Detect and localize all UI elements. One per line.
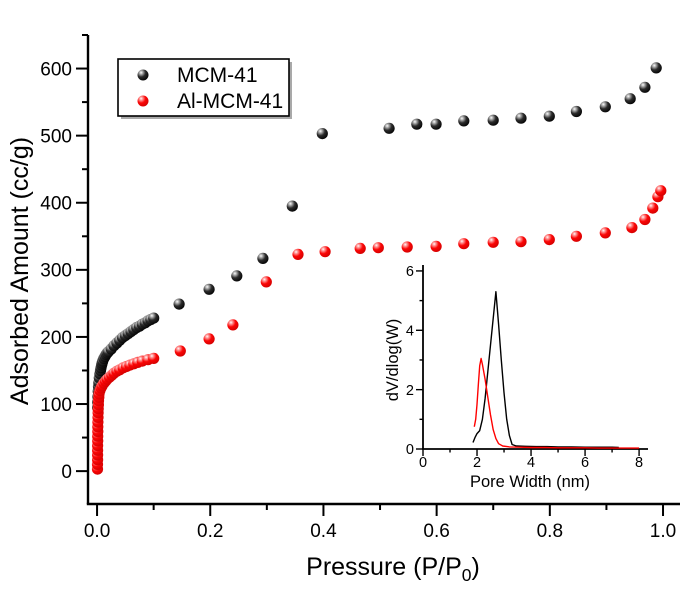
x-tick-label: 2 — [473, 455, 481, 471]
data-point-mcm-41 — [231, 270, 243, 282]
data-point-al-mcm-41 — [354, 242, 366, 254]
inset-x-axis-title: Pore Width (nm) — [470, 473, 590, 491]
inset-series — [472, 291, 640, 449]
x-tick-label: 1.0 — [650, 521, 676, 542]
data-point-mcm-41 — [639, 81, 651, 93]
data-point-al-mcm-41 — [487, 236, 499, 248]
data-point-al-mcm-41 — [458, 238, 470, 250]
y-tick-label: 0 — [406, 442, 414, 458]
x-tick-label: 8 — [635, 455, 643, 471]
x-axis-title-main: Pressure (P/P — [306, 553, 462, 581]
y-tick-label: 200 — [40, 328, 72, 349]
data-point-al-mcm-41 — [639, 213, 651, 226]
y-tick-label: 4 — [406, 324, 414, 340]
x-tick-label: 6 — [581, 455, 589, 471]
data-point-mcm-41 — [515, 112, 527, 124]
y-tick-label: 400 — [40, 194, 72, 215]
x-tick-label: 0.8 — [537, 521, 563, 542]
data-point-al-mcm-41 — [401, 241, 413, 253]
data-point-mcm-41 — [148, 312, 160, 324]
data-point-al-mcm-41 — [543, 234, 555, 246]
y-tick-label: 500 — [40, 126, 72, 147]
data-point-mcm-41 — [458, 115, 470, 127]
y-axis-title: Adsorbed Amount (cc/g) — [6, 137, 34, 405]
data-point-mcm-41 — [650, 62, 662, 74]
data-point-al-mcm-41 — [655, 185, 667, 197]
data-point-al-mcm-41 — [148, 352, 160, 364]
data-point-al-mcm-41 — [372, 242, 384, 254]
data-point-al-mcm-41 — [599, 227, 611, 239]
inset-curve-mcm-41 — [472, 291, 619, 449]
data-point-al-mcm-41 — [227, 319, 239, 331]
data-point-al-mcm-41 — [430, 240, 442, 252]
inset-curve-al-mcm-41 — [473, 357, 640, 449]
data-point-mcm-41 — [203, 283, 215, 295]
data-point-mcm-41 — [383, 122, 395, 134]
data-point-al-mcm-41 — [626, 222, 638, 234]
data-point-al-mcm-41 — [203, 333, 215, 345]
x-tick-label: 4 — [527, 455, 535, 471]
y-tick-label: 6 — [406, 264, 414, 280]
x-axis-title-subscript: 0 — [462, 565, 472, 585]
y-tick-label: 2 — [406, 383, 414, 399]
data-point-mcm-41 — [599, 101, 611, 113]
x-axis-title-close: ) — [472, 553, 480, 581]
inset-axes: 0 2 4 6 8 0 2 4 6 — [406, 264, 648, 471]
x-tick-label: 0.6 — [423, 521, 449, 542]
data-point-al-mcm-41 — [515, 236, 527, 248]
main-series — [91, 62, 667, 475]
x-tick-label: 0.2 — [197, 521, 223, 542]
y-tick-label: 100 — [40, 395, 72, 416]
legend-box — [117, 58, 290, 117]
legend-marker-al-mcm41 — [137, 95, 149, 107]
inset-y-axis-title: dV/dlog(W) — [384, 319, 402, 402]
legend-label-mcm41: MCM-41 — [177, 64, 258, 87]
data-point-mcm-41 — [316, 128, 328, 140]
data-point-mcm-41 — [286, 200, 298, 212]
data-point-al-mcm-41 — [647, 202, 659, 214]
legend-label-al-mcm41: Al-MCM-41 — [177, 90, 283, 113]
data-point-mcm-41 — [487, 114, 499, 126]
data-point-al-mcm-41 — [319, 246, 331, 258]
legend-marker-mcm41 — [137, 69, 149, 81]
data-point-al-mcm-41 — [174, 345, 186, 357]
y-tick-label: 300 — [40, 261, 72, 282]
y-tick-label: 600 — [40, 59, 72, 80]
data-point-mcm-41 — [430, 118, 442, 130]
x-axis-title: Pressure (P/P0) — [306, 553, 480, 585]
data-point-mcm-41 — [257, 252, 269, 264]
series-al-mcm-41 — [91, 185, 667, 475]
data-point-mcm-41 — [543, 110, 555, 122]
data-point-al-mcm-41 — [292, 248, 304, 260]
legend: MCM-41 Al-MCM-41 — [117, 58, 292, 119]
data-point-mcm-41 — [570, 105, 583, 118]
series-mcm-41 — [92, 62, 662, 413]
data-point-mcm-41 — [624, 93, 636, 105]
x-tick-label: 0.4 — [310, 521, 337, 542]
x-tick-label: 0.0 — [84, 521, 110, 542]
x-tick-label: 0 — [419, 455, 427, 471]
y-tick-label: 0 — [61, 462, 72, 483]
data-point-mcm-41 — [173, 298, 185, 310]
data-point-al-mcm-41 — [570, 230, 583, 242]
data-point-al-mcm-41 — [260, 276, 272, 288]
data-point-mcm-41 — [411, 118, 423, 130]
